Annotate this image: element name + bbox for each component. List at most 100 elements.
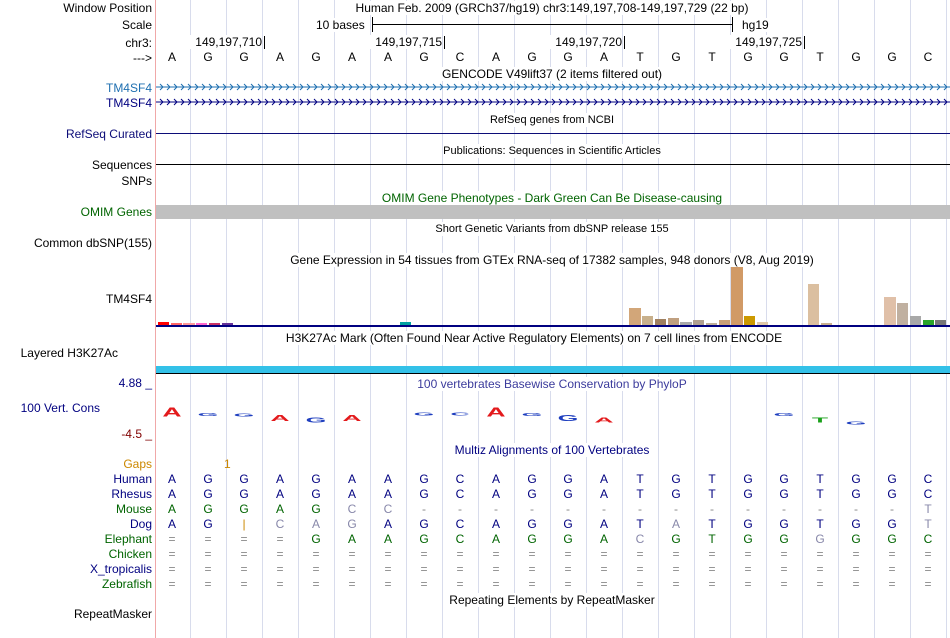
- gtex-gene-label[interactable]: TM4SF4: [105, 292, 152, 306]
- strand-chevron: [159, 83, 164, 91]
- omim-track-label[interactable]: OMIM Genes: [80, 205, 152, 219]
- alignment-base: T: [636, 472, 644, 486]
- species-label[interactable]: Mouse: [115, 502, 152, 516]
- gtex-tissue-bar[interactable]: [884, 297, 896, 325]
- species-label[interactable]: X_tropicalis: [89, 562, 152, 576]
- gridline: [370, 0, 371, 638]
- ruler-tick-label: 149,197,725: [730, 35, 802, 49]
- gtex-tissue-bar[interactable]: [183, 322, 195, 325]
- strand-chevron: [341, 83, 346, 91]
- alignment-base: C: [347, 502, 357, 516]
- strand-chevron: [313, 98, 318, 106]
- window-position-label: Window Position: [63, 1, 152, 15]
- strand-chevron: [887, 83, 892, 91]
- alignment-base: -: [890, 502, 894, 516]
- alignment-base: =: [168, 547, 176, 561]
- gtex-tissue-bar[interactable]: [680, 321, 692, 325]
- species-label[interactable]: Human: [113, 472, 152, 486]
- strand-chevron: [831, 83, 836, 91]
- gtex-tissue-bar[interactable]: [731, 267, 743, 325]
- species-label[interactable]: Dog: [129, 517, 152, 531]
- alignment-base: -: [458, 502, 462, 516]
- gtex-tissue-bar[interactable]: [629, 307, 641, 325]
- gtex-tissue-bar[interactable]: [807, 284, 820, 325]
- gtex-tissue-bar[interactable]: [654, 319, 667, 325]
- cons-max-label: 4.88 _: [118, 376, 152, 390]
- alignment-base: G: [815, 532, 825, 546]
- strand-chevron: [495, 83, 500, 91]
- alignment-base: G: [239, 472, 249, 486]
- alignment-base: C: [383, 502, 393, 516]
- cons-track-label[interactable]: 100 Vert. Cons: [20, 401, 100, 415]
- gtex-tissue-bar[interactable]: [208, 322, 221, 325]
- gtex-tissue-bar[interactable]: [897, 302, 909, 325]
- refseq-gene-line[interactable]: [156, 133, 950, 134]
- gtex-tissue-bar[interactable]: [693, 320, 705, 325]
- gtex-tissue-bar[interactable]: [705, 322, 718, 325]
- gtex-tissue-bar[interactable]: [909, 315, 921, 325]
- gtex-tissue-bar[interactable]: [756, 322, 769, 325]
- alignment-base: A: [383, 472, 392, 486]
- gtex-tissue-bar[interactable]: [718, 320, 730, 325]
- alignment-base: G: [743, 472, 753, 486]
- reference-base: A: [275, 50, 284, 64]
- gtex-tissue-bar[interactable]: [667, 318, 679, 325]
- gridline: [838, 0, 839, 638]
- strand-arrow-label: --->: [133, 51, 152, 65]
- strand-chevron: [334, 98, 339, 106]
- alignment-base: A: [491, 472, 500, 486]
- refseq-track-label[interactable]: RefSeq Curated: [65, 127, 152, 141]
- h3k27ac-track-label[interactable]: Layered H3K27Ac: [20, 346, 118, 360]
- h3k27ac-signal-band[interactable]: [156, 366, 950, 373]
- strand-chevron: [649, 83, 654, 91]
- strand-chevron: [572, 98, 577, 106]
- strand-chevron: [201, 83, 206, 91]
- strand-chevron: [642, 98, 647, 106]
- gtex-tissue-bar[interactable]: [642, 316, 654, 325]
- strand-chevron: [684, 83, 689, 91]
- alignment-base: =: [528, 562, 536, 576]
- gtex-tissue-bar[interactable]: [744, 315, 756, 325]
- strand-chevron: [859, 83, 864, 91]
- alignment-base: C: [923, 532, 933, 546]
- alignment-base: =: [780, 577, 788, 591]
- species-label[interactable]: Rhesus: [111, 487, 152, 501]
- gtex-tissue-bar[interactable]: [221, 323, 233, 325]
- gtex-tissue-bar[interactable]: [935, 320, 947, 325]
- strand-chevron: [593, 83, 598, 91]
- alignment-base: G: [671, 532, 681, 546]
- species-label[interactable]: Zebrafish: [101, 577, 152, 591]
- gtex-tissue-bar[interactable]: [158, 322, 170, 325]
- species-label[interactable]: Elephant: [104, 532, 152, 546]
- gene-label-tm4sf4-2[interactable]: TM4SF4: [105, 96, 152, 110]
- phylop-conservation-logo[interactable]: A G G A G A G C A G G A G T G: [156, 400, 950, 430]
- strand-chevron: [719, 83, 724, 91]
- gtex-expression-bars[interactable]: [158, 267, 948, 325]
- gtex-tissue-bar[interactable]: [820, 322, 832, 325]
- reference-base: G: [563, 50, 573, 64]
- strand-chevron: [397, 98, 402, 106]
- strand-chevron: [677, 98, 682, 106]
- snps-track-label[interactable]: SNPs: [121, 174, 152, 188]
- ruler-tick-mark: [444, 36, 445, 49]
- pubs-feature-line[interactable]: [156, 164, 950, 165]
- alignment-base: C: [455, 487, 465, 501]
- strand-chevron: [684, 98, 689, 106]
- omim-phenotype-bar[interactable]: [156, 205, 950, 219]
- gtex-tissue-bar[interactable]: [170, 322, 182, 325]
- gtex-tissue-bar[interactable]: [922, 320, 934, 325]
- gencode-gene-models[interactable]: [156, 82, 950, 108]
- species-label[interactable]: Chicken: [108, 547, 152, 561]
- dbsnp-track-label[interactable]: Common dbSNP(155): [33, 236, 152, 250]
- gtex-tissue-bar[interactable]: [400, 321, 412, 325]
- repeatmasker-track-label[interactable]: RepeatMasker: [73, 607, 152, 621]
- gtex-tissue-bar[interactable]: [196, 323, 208, 325]
- track-image-panel[interactable]: Human Feb. 2009 (GRCh37/hg19) chr3:149,1…: [156, 0, 950, 638]
- sequences-track-label[interactable]: Sequences: [91, 158, 152, 172]
- gene-label-tm4sf4-1[interactable]: TM4SF4: [105, 81, 152, 95]
- alignment-base: =: [600, 562, 608, 576]
- strand-chevron: [446, 98, 451, 106]
- strand-chevron: [264, 98, 269, 106]
- strand-chevron: [467, 83, 472, 91]
- phylop-letter: G: [774, 412, 795, 417]
